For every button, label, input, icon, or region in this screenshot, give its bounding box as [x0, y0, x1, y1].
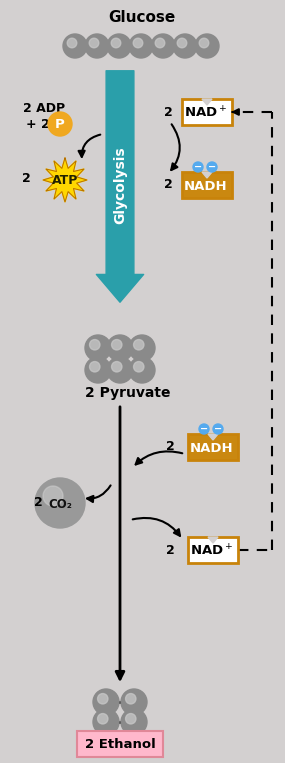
- Text: 2: 2: [164, 179, 172, 192]
- Circle shape: [195, 34, 219, 58]
- Circle shape: [89, 362, 100, 372]
- Circle shape: [126, 713, 136, 724]
- Circle shape: [67, 38, 77, 48]
- Text: 2 Pyruvate: 2 Pyruvate: [85, 386, 171, 400]
- Text: + 2: + 2: [26, 118, 50, 130]
- FancyArrowPatch shape: [116, 407, 124, 679]
- FancyArrowPatch shape: [87, 485, 111, 502]
- Circle shape: [121, 689, 147, 715]
- Text: Glucose: Glucose: [108, 11, 176, 25]
- FancyArrowPatch shape: [233, 109, 239, 114]
- Text: −: −: [214, 424, 222, 434]
- Circle shape: [63, 34, 87, 58]
- Circle shape: [129, 34, 153, 58]
- Circle shape: [207, 162, 217, 172]
- Polygon shape: [202, 99, 212, 105]
- Circle shape: [111, 38, 121, 48]
- Circle shape: [43, 486, 63, 506]
- Circle shape: [121, 709, 147, 735]
- Circle shape: [193, 162, 203, 172]
- Circle shape: [155, 38, 165, 48]
- Circle shape: [134, 362, 144, 372]
- Circle shape: [97, 694, 108, 704]
- Circle shape: [177, 38, 187, 48]
- Circle shape: [213, 424, 223, 434]
- FancyBboxPatch shape: [77, 731, 163, 757]
- Text: 2 Ethanol: 2 Ethanol: [85, 738, 155, 751]
- Polygon shape: [208, 434, 218, 440]
- Polygon shape: [43, 158, 87, 202]
- Polygon shape: [208, 537, 218, 543]
- Circle shape: [111, 362, 122, 372]
- Text: NADH: NADH: [184, 181, 228, 194]
- Circle shape: [134, 340, 144, 350]
- Text: 2: 2: [34, 497, 42, 510]
- FancyBboxPatch shape: [182, 99, 232, 125]
- FancyArrowPatch shape: [96, 71, 144, 302]
- Text: P: P: [55, 118, 65, 130]
- Circle shape: [85, 34, 109, 58]
- Circle shape: [35, 478, 85, 528]
- Circle shape: [129, 335, 155, 361]
- Text: ATP: ATP: [52, 173, 78, 186]
- Circle shape: [89, 340, 100, 350]
- Circle shape: [85, 335, 111, 361]
- Circle shape: [97, 713, 108, 724]
- FancyArrowPatch shape: [136, 452, 182, 465]
- Text: −: −: [200, 424, 208, 434]
- Circle shape: [199, 424, 209, 434]
- Text: 2 ADP: 2 ADP: [23, 101, 65, 114]
- Circle shape: [48, 112, 72, 136]
- Circle shape: [199, 38, 209, 48]
- Text: 2: 2: [22, 172, 30, 185]
- Circle shape: [126, 694, 136, 704]
- Circle shape: [93, 709, 119, 735]
- Circle shape: [89, 38, 99, 48]
- FancyArrowPatch shape: [79, 134, 100, 157]
- Text: NADH: NADH: [190, 443, 234, 456]
- FancyBboxPatch shape: [182, 172, 232, 198]
- Text: 2: 2: [166, 440, 174, 453]
- Circle shape: [107, 335, 133, 361]
- Text: 2: 2: [164, 105, 172, 118]
- Text: 2: 2: [166, 543, 174, 556]
- Circle shape: [173, 34, 197, 58]
- Circle shape: [111, 340, 122, 350]
- Circle shape: [107, 357, 133, 383]
- FancyBboxPatch shape: [188, 434, 238, 460]
- Polygon shape: [202, 172, 212, 178]
- Text: −: −: [194, 162, 202, 172]
- Circle shape: [133, 38, 143, 48]
- Text: Glycolysis: Glycolysis: [113, 146, 127, 224]
- FancyArrowPatch shape: [171, 124, 180, 170]
- Circle shape: [129, 357, 155, 383]
- Text: −: −: [208, 162, 216, 172]
- Circle shape: [93, 689, 119, 715]
- Circle shape: [107, 34, 131, 58]
- Text: NAD$^+$: NAD$^+$: [184, 105, 227, 121]
- Text: CO₂: CO₂: [48, 497, 72, 510]
- FancyBboxPatch shape: [188, 537, 238, 563]
- Circle shape: [151, 34, 175, 58]
- Circle shape: [85, 357, 111, 383]
- Text: NAD$^+$: NAD$^+$: [190, 543, 233, 559]
- FancyArrowPatch shape: [133, 518, 180, 536]
